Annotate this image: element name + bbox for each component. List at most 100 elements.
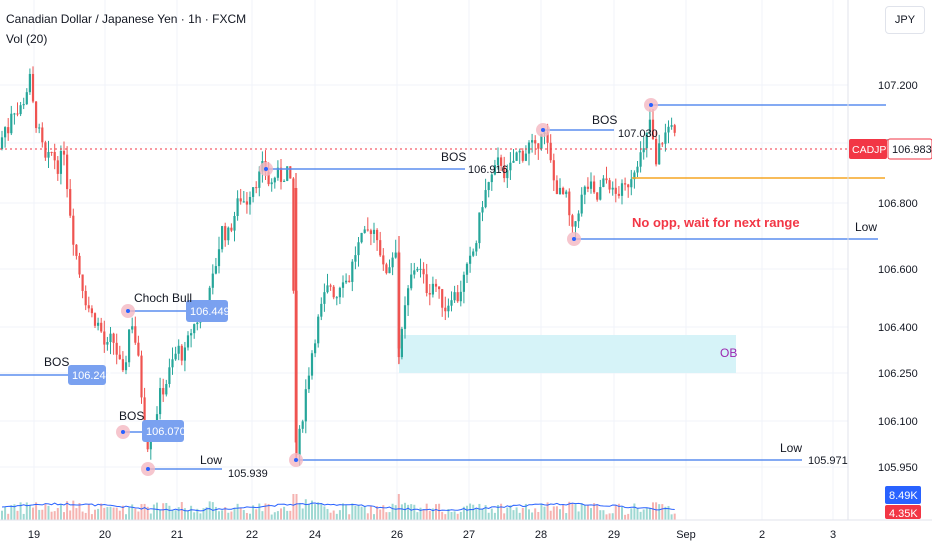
volume-bar — [661, 504, 664, 520]
volume-bar — [239, 507, 242, 520]
volume-bar — [94, 509, 96, 520]
x-tick-label: 26 — [391, 529, 403, 541]
volume-bar — [140, 504, 143, 520]
candle-body — [403, 305, 407, 329]
candle-body — [667, 126, 670, 133]
order-block-zone[interactable] — [399, 335, 736, 373]
candle-body — [245, 201, 248, 205]
volume-bar — [524, 503, 527, 520]
volume-bar — [249, 513, 251, 520]
volume-bar — [652, 502, 654, 520]
volume-bar — [351, 503, 354, 520]
volume-bar — [81, 511, 84, 520]
candle-body — [186, 335, 190, 348]
volume-bar — [317, 502, 320, 520]
volume-bar — [490, 508, 493, 520]
volume-bar — [580, 503, 583, 520]
volume-bar — [112, 507, 115, 520]
candle-body — [459, 291, 462, 302]
volume-bar — [466, 505, 468, 520]
last-price-symbol: CADJPY — [852, 144, 893, 156]
volume-bar — [425, 503, 428, 520]
candle-body — [248, 196, 252, 205]
candle-body — [524, 153, 527, 161]
volume-bar — [574, 504, 577, 520]
candle-body — [521, 150, 524, 161]
volume-histogram — [1, 494, 676, 520]
volume-bar — [289, 510, 292, 520]
volume-bar — [56, 507, 59, 520]
volume-bar — [555, 506, 558, 520]
currency-button[interactable]: JPY — [885, 6, 925, 34]
candle-body — [124, 362, 128, 371]
candle-body — [546, 132, 549, 143]
volume-bar — [7, 513, 10, 520]
volume-bar — [66, 501, 69, 520]
candle-body — [419, 268, 422, 270]
volume-indicator-label[interactable]: Vol (20) — [6, 32, 48, 46]
volume-bar — [50, 511, 53, 520]
volume-bar — [292, 494, 295, 520]
volume-bar — [177, 507, 180, 520]
candle-body — [627, 184, 630, 188]
candle-body — [252, 187, 255, 197]
volume-bar — [621, 506, 623, 520]
candle-body — [658, 143, 661, 165]
volume-bar — [115, 507, 118, 520]
candle-body — [59, 150, 62, 174]
volume-bar — [571, 503, 574, 520]
volume-bar — [565, 513, 568, 520]
candle-body — [137, 342, 140, 356]
last-price-value: 106.983 — [892, 144, 932, 156]
volume-bar — [233, 507, 236, 520]
bos-label-1: BOS — [44, 355, 69, 369]
volume-bar — [118, 510, 121, 520]
bos-value-badge-2 — [142, 420, 184, 442]
candle-body — [617, 193, 620, 196]
volume-bar — [642, 509, 645, 520]
candle-body — [283, 180, 286, 182]
candle-body — [72, 215, 75, 245]
volume-bar — [156, 502, 158, 520]
candle-body — [84, 290, 87, 306]
volume-bar — [4, 506, 7, 520]
volume-bar — [125, 514, 127, 520]
bos-value-2: 106.070 — [146, 426, 186, 438]
volume-bar — [252, 505, 255, 520]
candle-body — [7, 127, 10, 134]
volume-bar — [636, 507, 639, 520]
volume-bar — [441, 511, 444, 520]
volume-bar — [218, 511, 220, 520]
candle-body — [292, 178, 295, 291]
candle-body — [165, 383, 168, 395]
volume-bar — [100, 503, 103, 520]
time-axis[interactable]: 19 20 21 22 24 26 27 28 29 Sep 2 3 — [28, 529, 836, 541]
volume-bar — [211, 502, 214, 520]
volume-bar — [394, 505, 397, 520]
volume-bar — [497, 505, 499, 520]
volume-bar — [121, 505, 124, 520]
candle-body — [636, 166, 639, 173]
volume-bar — [137, 511, 140, 520]
candle-body — [270, 182, 273, 185]
candle-body — [168, 367, 171, 384]
volume-bar — [335, 513, 338, 520]
candle-body — [664, 132, 667, 144]
volume-ma-line — [1, 502, 675, 512]
volume-bar — [645, 507, 648, 520]
volume-bar — [627, 513, 630, 520]
volume-bar — [509, 505, 512, 520]
volume-bar — [475, 508, 478, 520]
candle-body — [233, 215, 236, 231]
volume-bar — [608, 513, 611, 520]
volume-bar — [438, 503, 441, 520]
volume-bar — [128, 507, 131, 520]
dot-low-right — [572, 237, 576, 241]
low-value-2: 105.971 — [808, 455, 848, 467]
candle-body — [639, 152, 642, 167]
candle-body — [400, 328, 403, 358]
volume-bar — [78, 502, 81, 520]
volume-bar — [44, 503, 47, 520]
candle-body — [28, 73, 31, 93]
